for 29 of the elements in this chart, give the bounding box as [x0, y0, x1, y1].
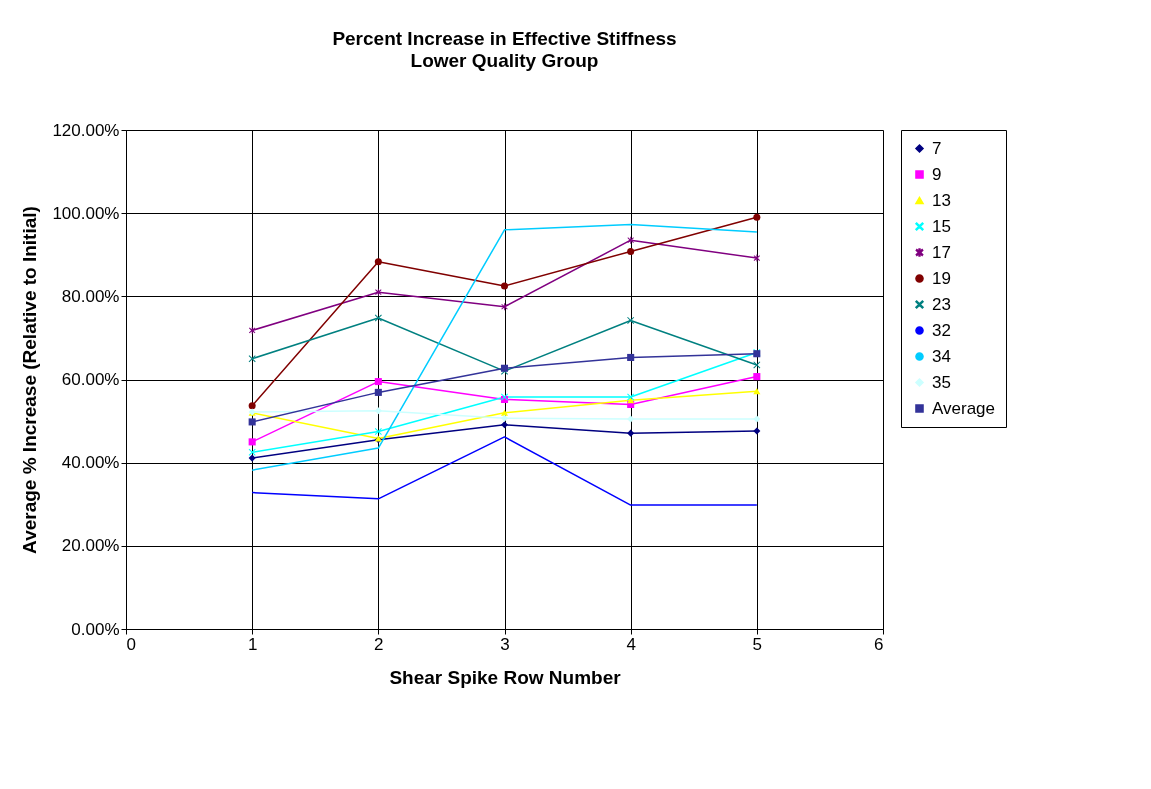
- legend-label: 34: [932, 346, 951, 366]
- y-tick-label: 0.00%: [71, 619, 120, 639]
- y-tick-label: 120.00%: [52, 120, 120, 140]
- y-tick-label: 40.00%: [61, 453, 120, 473]
- legend-label: 7: [932, 138, 942, 158]
- x-tick-label: 6: [874, 634, 884, 654]
- y-tick-label: 100.00%: [52, 203, 120, 223]
- x-tick-label: 1: [247, 634, 258, 654]
- legend-label: 23: [932, 294, 951, 314]
- y-tick-label: 80.00%: [61, 286, 120, 306]
- legend-label: 9: [932, 164, 942, 184]
- chart-title: Percent Increase in Effective Stiffness: [332, 28, 677, 49]
- y-tick-label: 60.00%: [61, 370, 120, 389]
- x-tick-label: 0: [126, 634, 136, 654]
- x-tick-label: 2: [374, 634, 384, 654]
- x-axis-title: Shear Spike Row Number: [389, 666, 622, 688]
- legend-label: 15: [932, 216, 951, 236]
- legend-label: 19: [932, 268, 951, 288]
- x-tick-label: 3: [500, 634, 510, 654]
- legend-label: Average: [932, 398, 996, 418]
- chart-subtitle: Lower Quality Group: [410, 50, 599, 71]
- legend-label: 35: [932, 372, 951, 392]
- y-axis-title: Average % Increase (Relative to Initial): [19, 206, 41, 554]
- x-tick-label: 5: [752, 634, 763, 654]
- legend-label: 17: [932, 242, 951, 262]
- legend-label: 32: [932, 320, 951, 340]
- y-tick-label: 20.00%: [61, 536, 120, 556]
- legend-label: 13: [932, 190, 951, 210]
- x-tick-label: 4: [626, 634, 636, 654]
